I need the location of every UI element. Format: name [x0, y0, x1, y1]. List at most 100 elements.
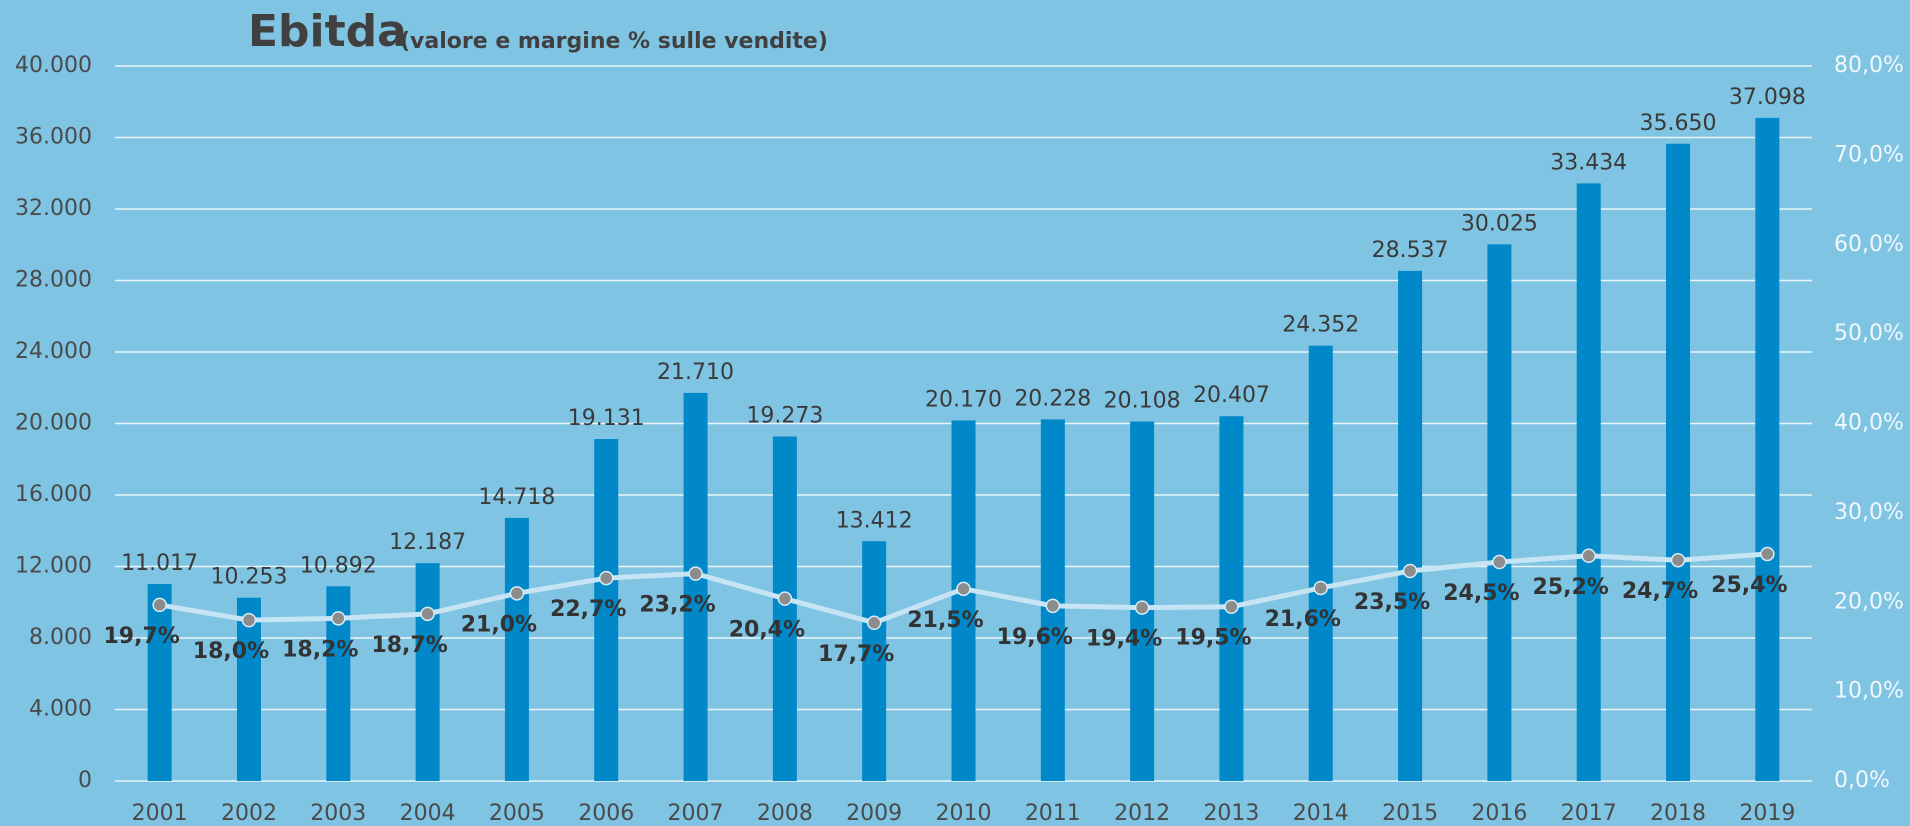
- bar-value-label: 10.253: [210, 565, 287, 590]
- x-tick-label: 2010: [936, 801, 992, 826]
- bar-value-label: 13.412: [836, 508, 913, 533]
- x-tick-label: 2012: [1114, 801, 1170, 826]
- margin-value-label: 21,5%: [907, 608, 983, 633]
- chart-subtitle: (valore e margine % sulle vendite): [400, 29, 828, 54]
- bar: [1219, 416, 1244, 781]
- x-tick-label: 2007: [668, 801, 724, 826]
- x-tick-label: 2003: [310, 801, 366, 826]
- margin-value-label: 20,4%: [729, 618, 805, 643]
- margin-marker: [866, 615, 882, 631]
- y-tick-label: 12.000: [15, 554, 92, 579]
- bar-value-label: 30.025: [1461, 211, 1538, 236]
- y-tick-label: 32.000: [15, 196, 92, 221]
- x-tick-label: 2004: [400, 801, 456, 826]
- margin-marker: [420, 606, 435, 622]
- y2-tick-label: 70,0%: [1834, 142, 1904, 167]
- bar: [1308, 345, 1333, 781]
- y2-tick-label: 0,0%: [1834, 768, 1890, 793]
- x-tick-label: 2002: [221, 801, 277, 826]
- x-tick-label: 2018: [1650, 801, 1706, 826]
- y2-tick-label: 30,0%: [1834, 500, 1904, 525]
- margin-value-label: 21,6%: [1265, 607, 1341, 632]
- x-tick-label: 2001: [132, 801, 188, 826]
- y-tick-label: 24.000: [15, 339, 92, 364]
- bar-value-label: 14.718: [478, 485, 555, 510]
- margin-marker: [688, 566, 703, 581]
- margin-marker: [777, 591, 793, 606]
- margin-marker: [1402, 563, 1418, 579]
- bar-value-label: 10.892: [300, 553, 377, 578]
- bar: [1666, 143, 1691, 782]
- x-tick-label: 2008: [757, 801, 813, 826]
- y-tick-label: 36.000: [15, 125, 92, 150]
- x-tick-label: 2006: [578, 801, 634, 826]
- bar: [772, 436, 797, 781]
- margin-value-label: 22,7%: [550, 597, 626, 622]
- bar: [683, 392, 708, 781]
- margin-marker: [241, 612, 257, 628]
- y-tick-label: 8.000: [29, 625, 92, 650]
- bar-value-label: 19.131: [568, 406, 645, 431]
- bar: [1755, 117, 1780, 782]
- y-tick-label: 28.000: [15, 268, 92, 293]
- margin-value-label: 24,7%: [1622, 579, 1698, 604]
- bar: [594, 439, 619, 781]
- bar: [1398, 270, 1423, 781]
- margin-marker: [1492, 554, 1507, 570]
- margin-value-label: 18,0%: [193, 639, 269, 664]
- bar: [504, 517, 529, 781]
- bar-value-label: 28.537: [1372, 238, 1449, 263]
- margin-value-label: 23,5%: [1354, 590, 1430, 615]
- x-tick-label: 2017: [1561, 801, 1617, 826]
- margin-marker: [1224, 599, 1239, 614]
- x-tick-label: 2015: [1382, 801, 1438, 826]
- margin-value-label: 19,4%: [1086, 627, 1162, 652]
- bar-value-label: 20.108: [1104, 389, 1181, 414]
- bar-value-label: 11.017: [121, 551, 198, 576]
- x-tick-label: 2009: [846, 801, 902, 826]
- bar: [951, 420, 976, 781]
- bar: [1576, 183, 1601, 781]
- x-tick-label: 2005: [489, 801, 545, 826]
- bar: [1487, 244, 1512, 782]
- bar-value-label: 19.273: [746, 403, 823, 428]
- x-tick-label: 2016: [1471, 801, 1527, 826]
- y2-tick-label: 40,0%: [1834, 411, 1904, 436]
- margin-value-label: 17,7%: [818, 642, 894, 667]
- bar-value-label: 33.434: [1550, 150, 1627, 175]
- bar-value-label: 24.352: [1282, 313, 1359, 338]
- x-tick-label: 2013: [1203, 801, 1259, 826]
- y-tick-label: 4.000: [29, 697, 92, 722]
- bar-value-label: 12.187: [389, 530, 466, 555]
- bar-value-label: 21.710: [657, 360, 734, 385]
- margin-marker: [1670, 552, 1686, 568]
- margin-value-label: 23,2%: [639, 593, 715, 618]
- y-tick-label: 40.000: [15, 53, 92, 78]
- y2-tick-label: 60,0%: [1834, 232, 1904, 257]
- margin-value-label: 18,7%: [371, 633, 447, 658]
- y-tick-label: 0: [78, 768, 92, 793]
- y2-tick-label: 10,0%: [1834, 679, 1904, 704]
- margin-marker: [1313, 580, 1329, 596]
- bar: [236, 597, 261, 781]
- margin-marker: [1134, 600, 1150, 615]
- bar: [415, 563, 440, 781]
- margin-value-label: 19,6%: [997, 625, 1073, 650]
- y2-tick-label: 50,0%: [1834, 321, 1904, 346]
- bar-value-label: 37.098: [1729, 85, 1806, 110]
- x-tick-label: 2011: [1025, 801, 1081, 826]
- margin-marker: [509, 586, 525, 601]
- margin-value-label: 19,7%: [103, 624, 179, 649]
- margin-marker: [1045, 598, 1061, 614]
- chart-title: Ebitda: [248, 6, 407, 57]
- margin-value-label: 24,5%: [1443, 581, 1519, 606]
- y-tick-label: 20.000: [15, 411, 92, 436]
- y-tick-label: 16.000: [15, 482, 92, 507]
- bar-value-label: 20.228: [1014, 386, 1091, 411]
- x-tick-label: 2019: [1739, 801, 1795, 826]
- margin-marker: [1760, 546, 1775, 562]
- bar-value-label: 20.170: [925, 387, 1002, 412]
- margin-marker: [598, 570, 614, 586]
- margin-marker: [956, 581, 971, 597]
